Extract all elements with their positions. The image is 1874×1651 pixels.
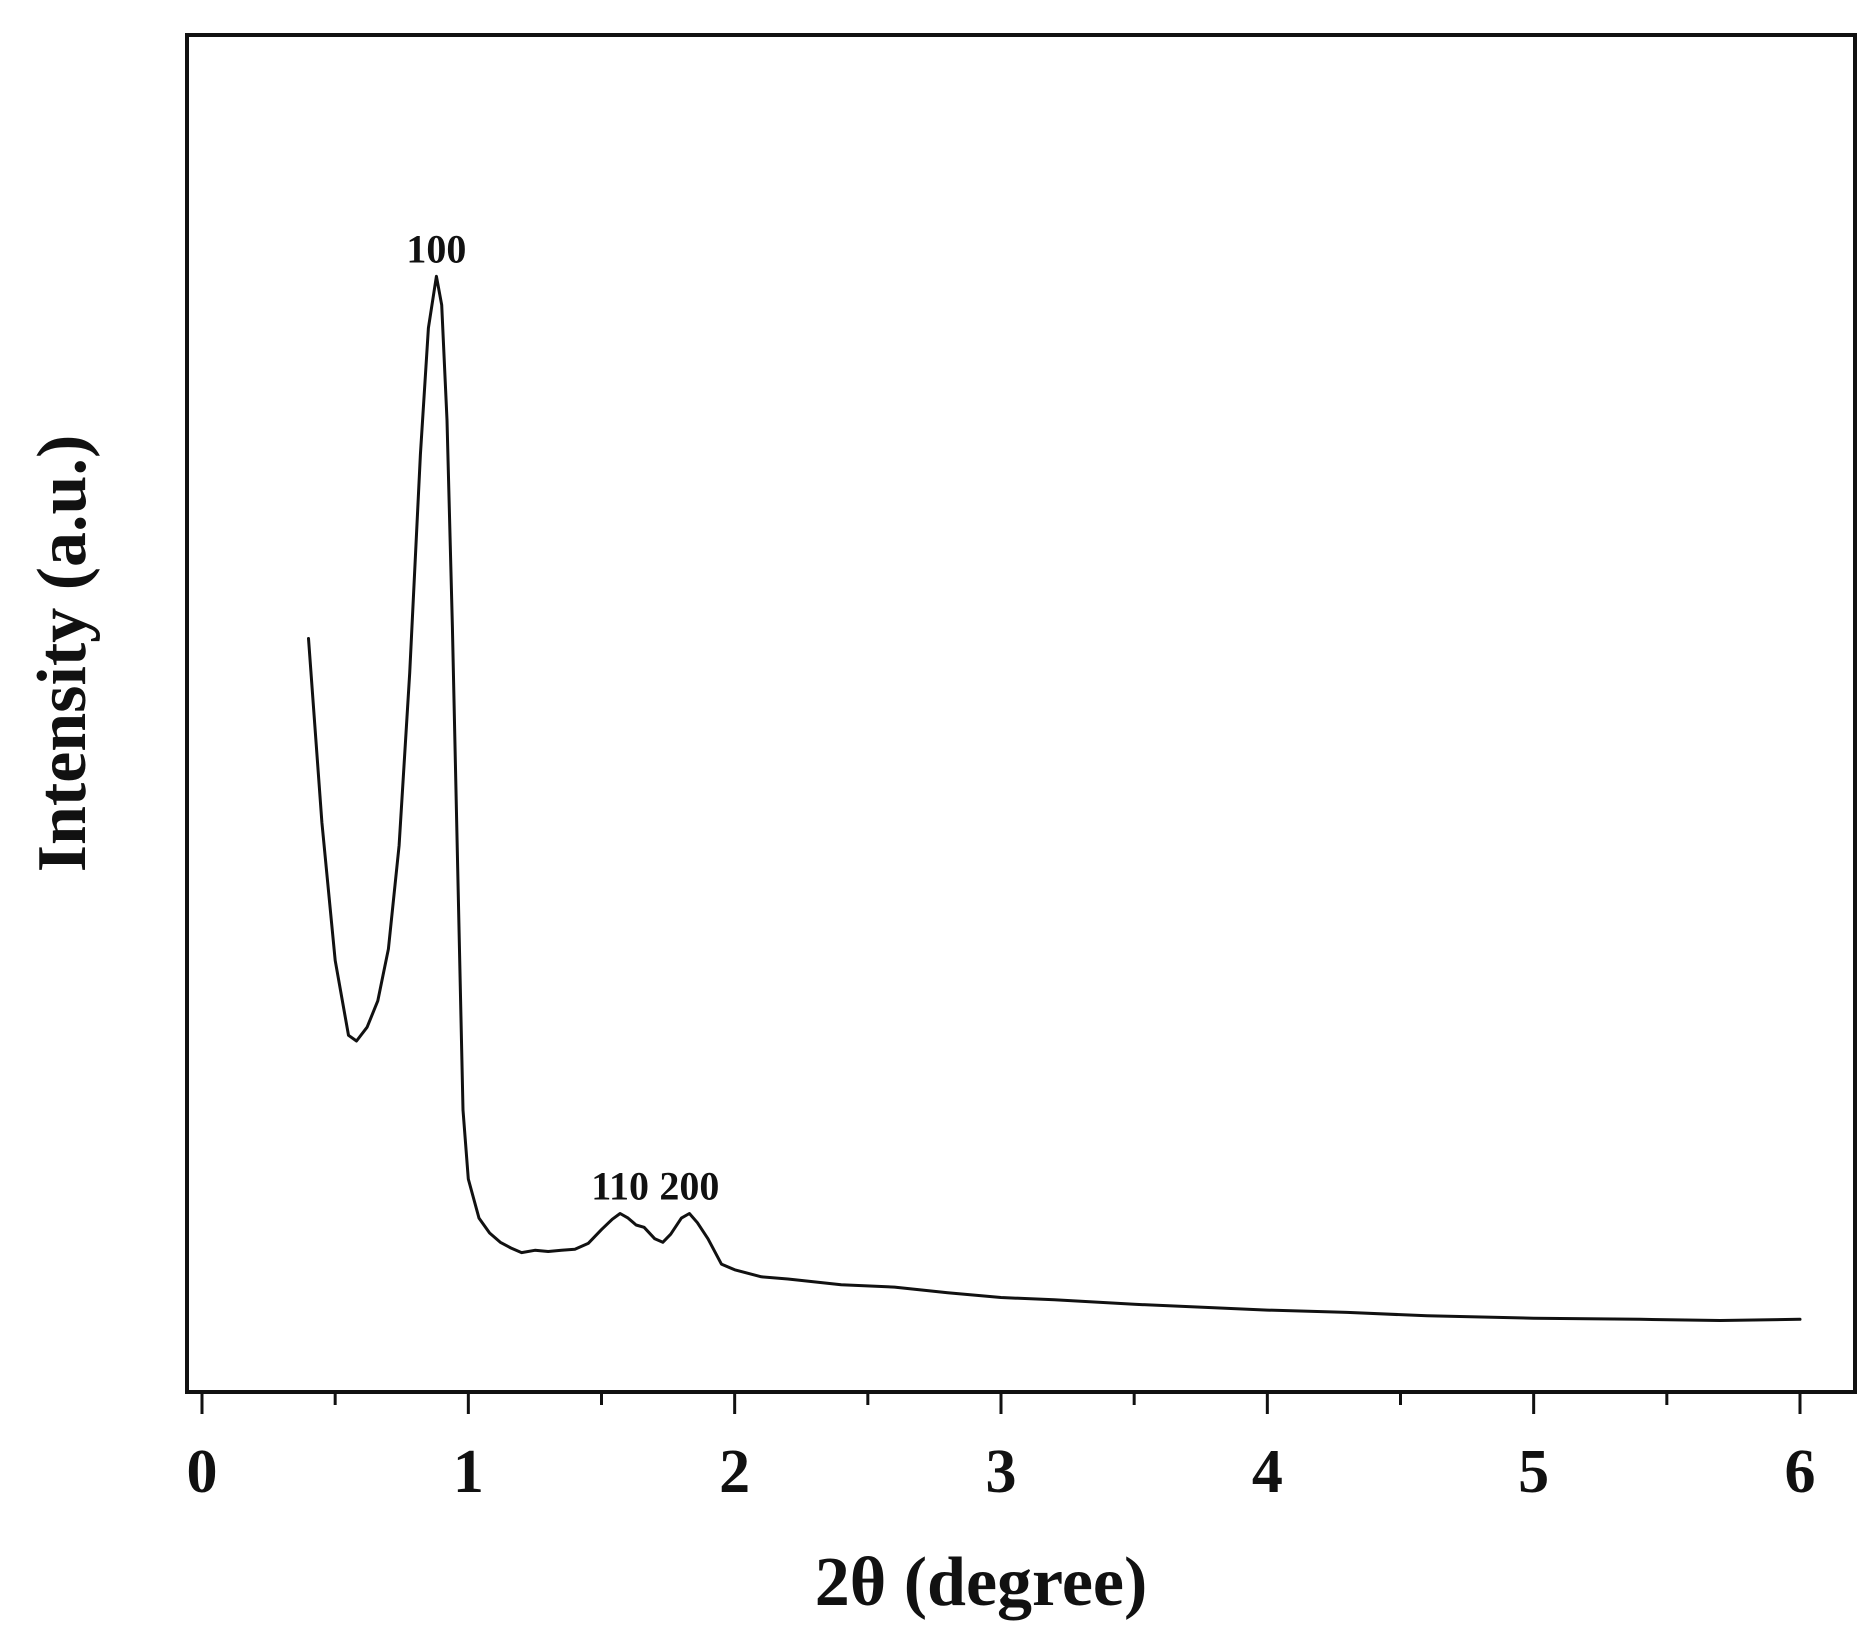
x-tick-label: 5 bbox=[1518, 1438, 1549, 1506]
peak-label: 100 bbox=[406, 226, 466, 271]
plot-border bbox=[185, 33, 1857, 1394]
x-tick-label: 3 bbox=[986, 1438, 1017, 1506]
x-tick-label: 1 bbox=[453, 1438, 484, 1506]
peak-annotations: 100 110 200 bbox=[406, 226, 719, 1208]
x-axis-ticks bbox=[200, 1392, 1802, 1414]
peak-label: 200 bbox=[659, 1164, 719, 1209]
plot-frame bbox=[185, 33, 1857, 1394]
x-tick-label: 4 bbox=[1252, 1438, 1283, 1506]
xrd-pattern-line bbox=[307, 274, 1802, 1322]
x-tick-label: 0 bbox=[187, 1438, 218, 1506]
series-layer bbox=[307, 274, 1802, 1322]
x-axis-title: 2θ (degree) bbox=[815, 1544, 1148, 1621]
x-tick-label: 6 bbox=[1785, 1438, 1816, 1506]
peak-label: 110 bbox=[591, 1164, 649, 1209]
y-axis-title: Intensity (a.u.) bbox=[24, 435, 101, 873]
x-tick-label: 2 bbox=[719, 1438, 750, 1506]
x-axis-tick-labels: 0 1 2 3 4 5 6 bbox=[187, 1438, 1816, 1506]
